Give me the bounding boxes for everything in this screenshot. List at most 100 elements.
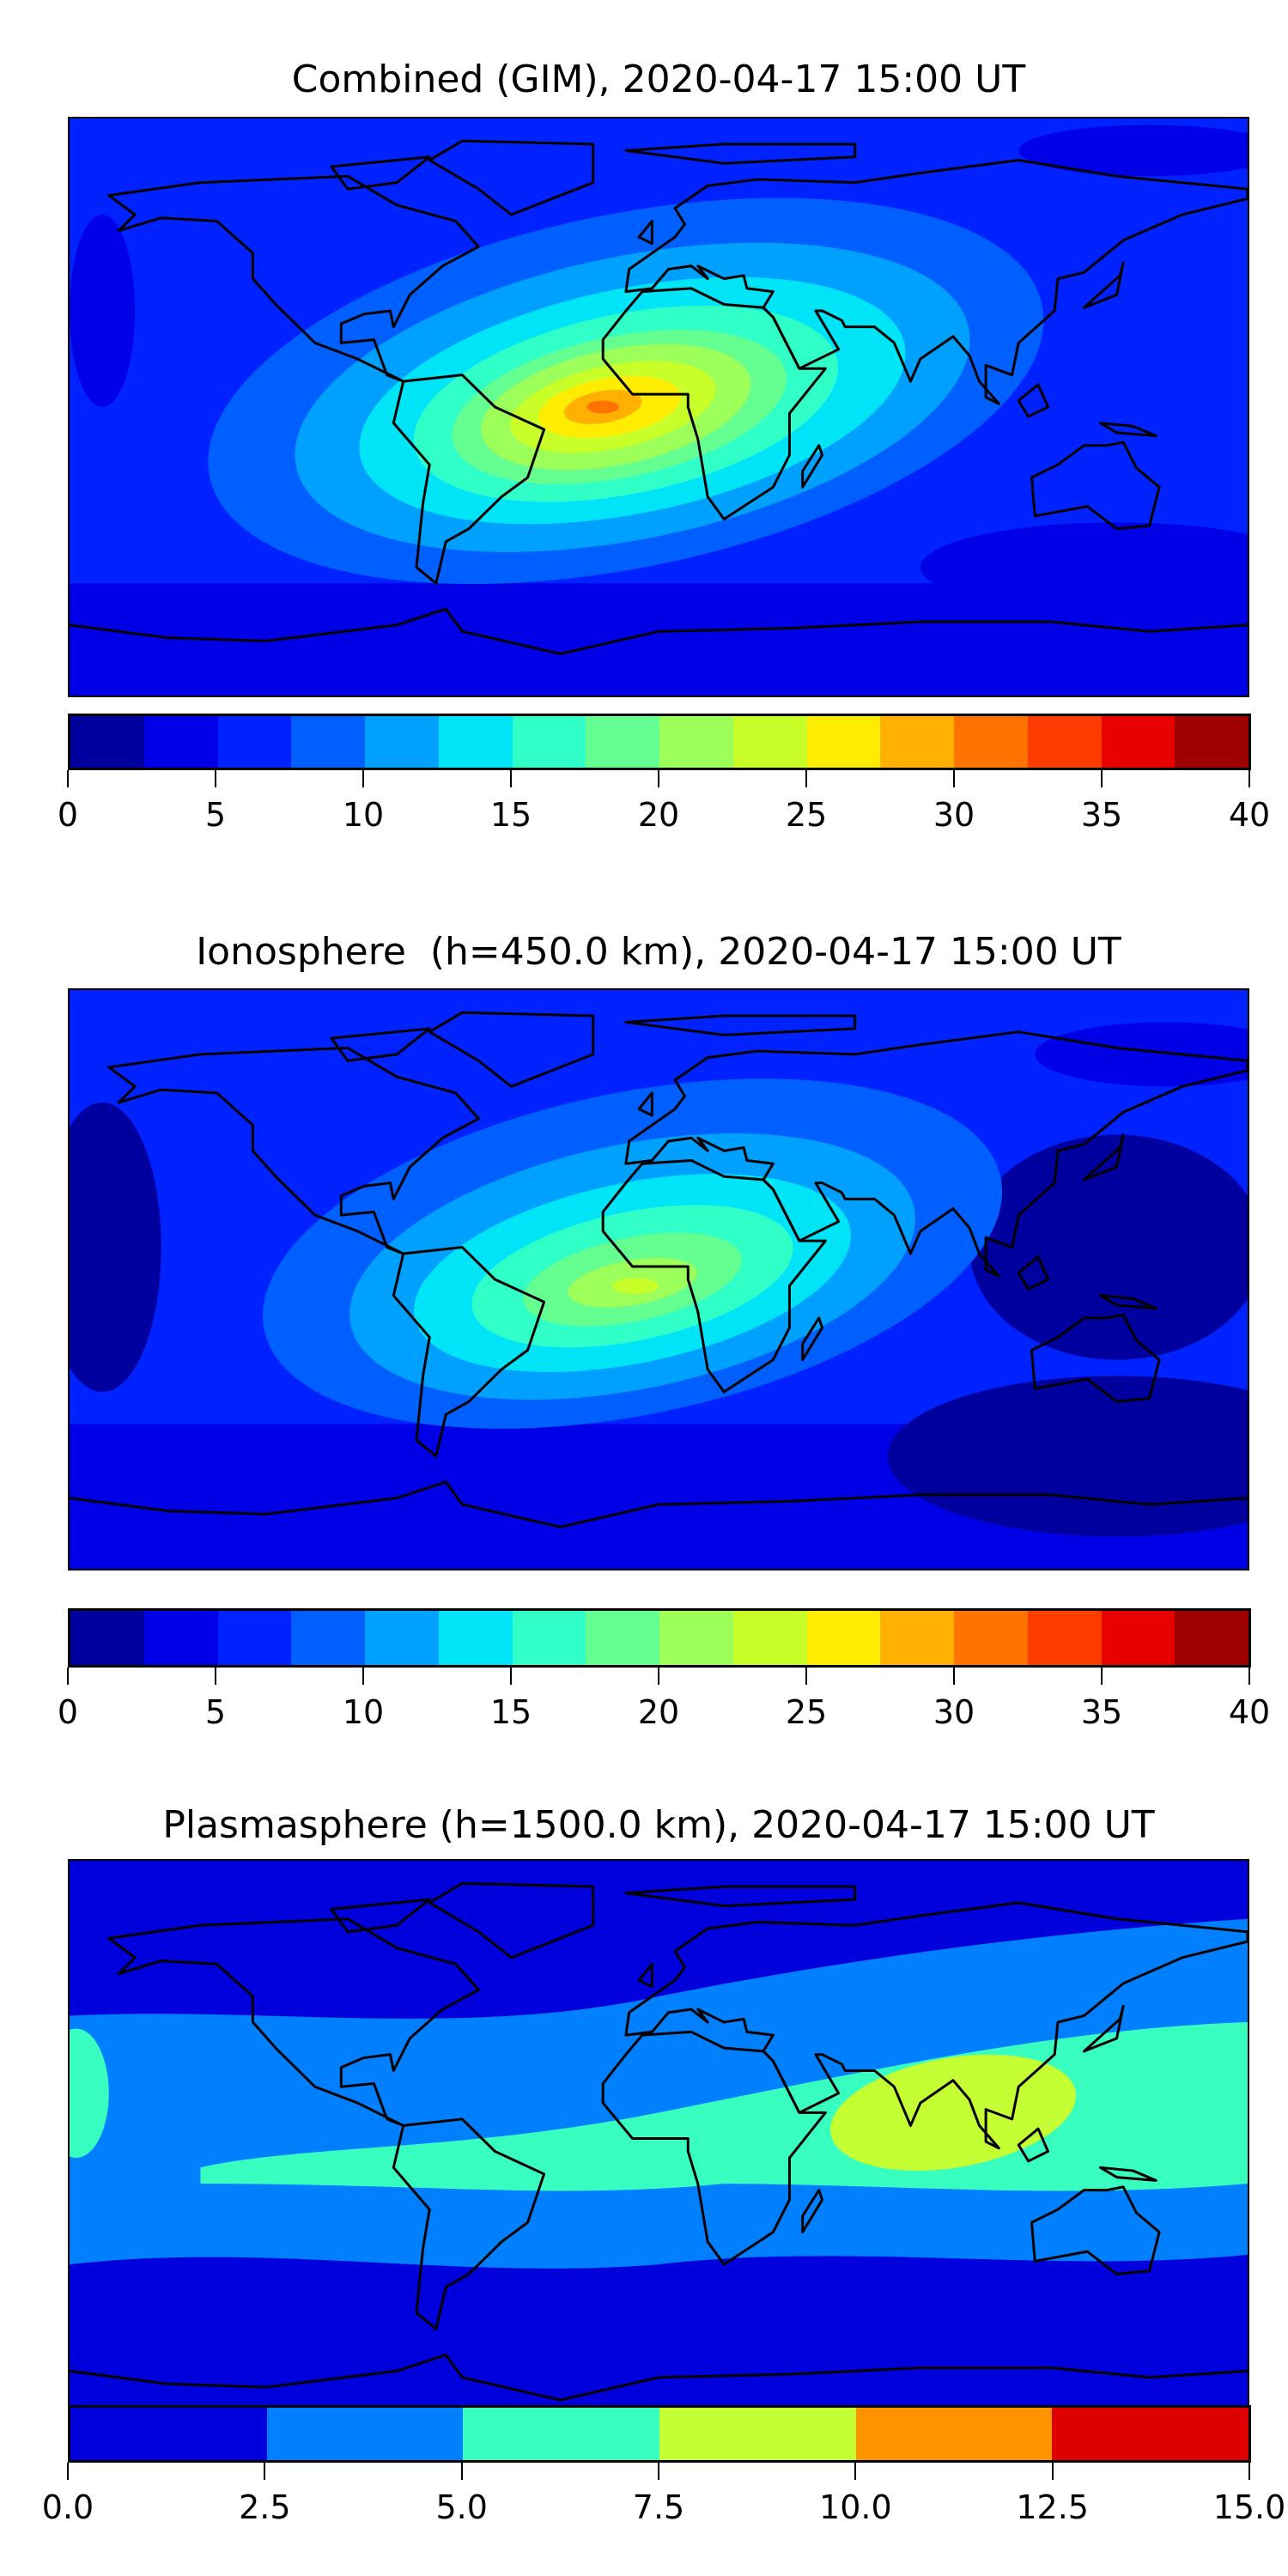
coastline	[603, 289, 825, 519]
coastline	[1018, 385, 1048, 416]
coastline	[626, 1016, 855, 1035]
coastline	[626, 1032, 1248, 1277]
colorbar-tick-label: 35	[1080, 796, 1123, 834]
colorbar-tick	[805, 1668, 807, 1685]
contour-level-1	[1018, 125, 1248, 177]
colorbar-segment	[586, 1611, 659, 1665]
colorbar-tick	[1101, 770, 1103, 787]
colorbar-tick	[953, 770, 955, 787]
coastline	[1101, 1296, 1157, 1309]
colorbar-tick	[854, 2463, 857, 2480]
contour-level-0	[969, 1134, 1248, 1360]
colorbar-tick	[953, 1668, 955, 1685]
colorbar-ticks-plasmasphere: 0.0 2.5 5.0 7.5 10.0 12.5 15.0	[42, 2463, 1285, 2531]
colorbar-tick-label: 40	[1228, 1693, 1271, 1731]
colorbar-tick-label: 0	[57, 1693, 79, 1731]
colorbar-tick	[215, 1668, 216, 1685]
colorbar-tick	[362, 1668, 364, 1685]
colorbar-segment	[70, 2408, 267, 2460]
colorbar-tick	[658, 770, 659, 787]
colorbar-tick-label: 35	[1080, 1693, 1123, 1731]
colorbar-segment	[512, 1611, 586, 1665]
colorbar-tick-label: 5	[204, 1693, 227, 1731]
colorbar-tick	[215, 770, 216, 787]
coastline	[626, 161, 1248, 404]
colorbar-segment	[732, 716, 807, 768]
contour-field	[70, 118, 1248, 696]
colorbar-tick	[1249, 2463, 1250, 2480]
coastline	[331, 1899, 429, 1932]
colorbar-ticks-ionosphere: 0 5 10 15 20 25 30 35 40	[58, 1668, 1270, 1736]
colorbar-tick	[1249, 1668, 1250, 1685]
coastline	[639, 1093, 652, 1115]
colorbar-segment	[70, 716, 144, 768]
contour-level-12	[586, 400, 620, 414]
colorbar-tick	[67, 2463, 69, 2480]
colorbar-tick	[362, 770, 364, 787]
colorbar-tick-label: 0	[57, 796, 79, 834]
coastline	[1084, 1135, 1123, 1180]
colorbar-segment	[438, 716, 513, 768]
colorbar-segment	[1052, 2408, 1249, 2460]
colorbar-segment	[1027, 716, 1102, 768]
colorbar-tick	[805, 770, 807, 787]
coastline	[429, 141, 593, 215]
coastline	[1101, 2167, 1157, 2180]
contour-level-0	[887, 1376, 1248, 1537]
colorbar-segment	[954, 716, 1028, 768]
colorbar-tick	[658, 2463, 659, 2480]
coastline	[109, 1919, 479, 2126]
colorbar-segment	[659, 1611, 733, 1665]
map-ionosphere	[68, 988, 1249, 1571]
coastline	[70, 2354, 1248, 2400]
colorbar-tick-label: 20	[637, 796, 680, 834]
colorbar-tick-label: 30	[933, 1693, 975, 1731]
colorbar-tick	[1051, 2463, 1054, 2480]
coastline	[109, 176, 479, 381]
colorbar-tick-label: 30	[933, 796, 975, 834]
colorbar-tick-label: 20	[637, 1693, 680, 1731]
colorbar-tick-label: 5	[204, 796, 227, 834]
colorbar-segment	[806, 716, 881, 768]
colorbar-tick	[264, 2463, 266, 2480]
colorbar-tick-label: 25	[785, 1693, 828, 1731]
colorbar-tick	[1249, 770, 1250, 787]
contour-level-1	[1035, 1022, 1248, 1087]
colorbar-segment	[1101, 1611, 1176, 1665]
colorbar-segment	[217, 1611, 292, 1665]
coastline	[603, 1160, 825, 1392]
colorbar-ticks-combined: 0 5 10 15 20 25 30 35 40	[58, 770, 1270, 839]
coastline	[1084, 263, 1123, 307]
contour-level-0	[70, 1103, 161, 1393]
coastline	[1018, 2129, 1048, 2161]
colorbar-tick-label: 10	[342, 1693, 385, 1731]
colorbar-segment	[732, 1611, 807, 1665]
coastline	[1031, 1315, 1159, 1401]
coastline	[803, 2190, 823, 2233]
colorbar-segment	[438, 1611, 513, 1665]
colorbar-combined	[68, 714, 1251, 770]
coastline	[639, 221, 652, 243]
colorbar-segment	[1175, 1611, 1249, 1665]
colorbar-tick-label: 5.0	[435, 2488, 488, 2526]
colorbar-tick-label: 7.5	[632, 2488, 685, 2526]
title-ionosphere: Ionosphere (h=450.0 km), 2020-04-17 15:0…	[196, 930, 1121, 974]
colorbar-segment	[1027, 1611, 1102, 1665]
contour-field	[70, 990, 1248, 1569]
colorbar-segment	[954, 1611, 1028, 1665]
title-plasmasphere: Plasmasphere (h=1500.0 km), 2020-04-17 1…	[162, 1803, 1155, 1847]
colorbar-segment	[291, 716, 365, 768]
colorbar-tick-label: 2.5	[239, 2488, 291, 2526]
colorbar-tick-label: 15	[489, 796, 532, 834]
contour-level-1	[70, 215, 136, 407]
colorbar-tick	[658, 1668, 659, 1685]
colorbar-segment	[143, 716, 218, 768]
map-combined	[68, 117, 1249, 697]
coastline	[331, 1029, 429, 1060]
colorbar-tick-label: 15.0	[1212, 2488, 1286, 2526]
contour-level-9	[612, 1278, 659, 1294]
coastline	[603, 2032, 825, 2264]
colorbar-tick-label: 40	[1228, 796, 1271, 834]
colorbar-segment	[1175, 716, 1249, 768]
title-combined: Combined (GIM), 2020-04-17 15:00 UT	[291, 58, 1026, 101]
